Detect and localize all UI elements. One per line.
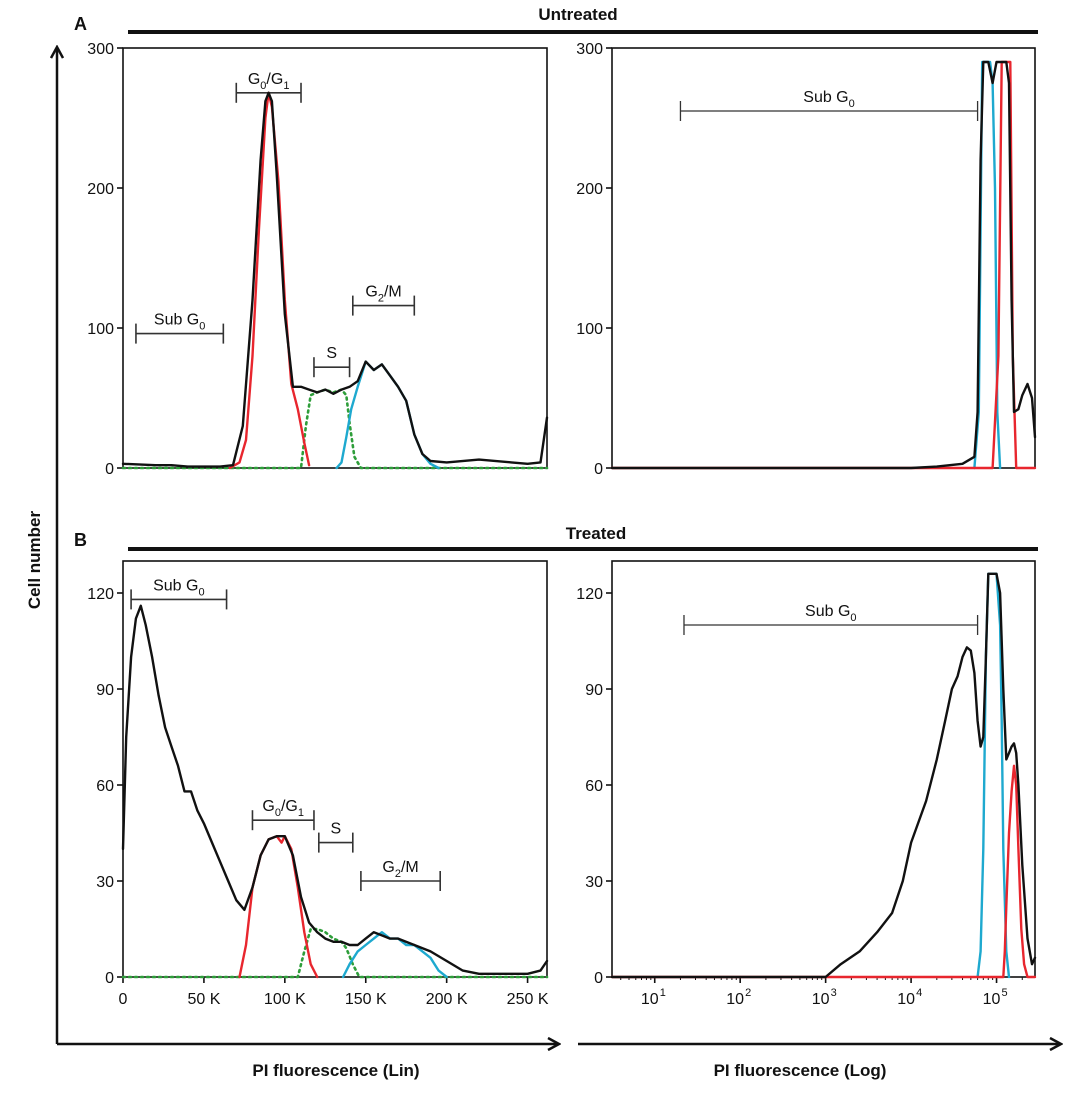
y-tick-label: 300: [87, 41, 114, 58]
gate-label-text: /M: [401, 859, 419, 876]
x-tick-label: 200 K: [426, 991, 468, 1008]
x-tick-label: 10: [983, 991, 1001, 1008]
y-tick-label: 200: [87, 181, 114, 198]
gate-label-subscript: 0: [849, 98, 855, 110]
series-line-g2m: [976, 572, 1011, 979]
gate-label-text: Sub G: [803, 89, 848, 106]
series-line-total: [121, 91, 549, 468]
x-tick-label: 0: [119, 991, 128, 1008]
x-tick-label: 150 K: [345, 991, 387, 1008]
gate-label: Sub G0: [803, 89, 854, 110]
x-tick-label: 10: [641, 991, 659, 1008]
x-tick-label: 250 K: [507, 991, 549, 1008]
gate-label-text: G: [248, 71, 260, 88]
series-line-s: [121, 927, 549, 979]
gate-label-text: Sub G: [153, 577, 198, 594]
gate-label-text: /G: [281, 798, 298, 815]
series-line-total: [610, 60, 1037, 470]
x-axis-lin-label: PI fluorescence (Lin): [252, 1061, 419, 1080]
x-tick-label: 100 K: [264, 991, 306, 1008]
y-tick-label: 30: [585, 874, 603, 891]
gate-label: G0/G1: [248, 71, 290, 92]
gate-label: Sub G0: [153, 577, 204, 598]
y-tick-label: 0: [105, 461, 114, 478]
gate-label-text: S: [326, 345, 337, 362]
gate-label-subscript: 0: [275, 807, 281, 819]
plot-frame: [611, 560, 1036, 978]
gate-label-subscript: 0: [199, 321, 205, 333]
series-line-g2m: [335, 360, 440, 470]
y-tick-label: 30: [96, 874, 114, 891]
gate-label: Sub G0: [154, 312, 205, 333]
y-tick-label: 0: [105, 970, 114, 987]
y-tick-label: 90: [96, 682, 114, 699]
gate-label-subscript: 2: [395, 868, 401, 880]
gate-label-text: G: [382, 859, 394, 876]
series-line-s: [121, 388, 549, 470]
gate-label-text: Sub G: [154, 312, 199, 329]
gate-label: S: [330, 821, 341, 838]
y-tick-label: 200: [576, 181, 603, 198]
x-axis-log-label: PI fluorescence (Log): [714, 1061, 887, 1080]
y-tick-label: 60: [585, 778, 603, 795]
x-tick-label: 10: [812, 991, 830, 1008]
series-line-total: [610, 572, 1037, 979]
gate-label-subscript: 0: [850, 612, 856, 624]
gate-label: G2/M: [382, 859, 418, 880]
row-a-letter: A: [74, 14, 87, 34]
x-tick-exponent: 4: [916, 987, 922, 999]
x-tick-exponent: 5: [1002, 987, 1008, 999]
x-tick-label: 10: [897, 991, 915, 1008]
gate-label-text: G: [365, 284, 377, 301]
y-tick-label: 300: [576, 41, 603, 58]
x-tick-label: 50 K: [187, 991, 220, 1008]
series-line-g0g1: [238, 835, 319, 979]
y-tick-label: 0: [594, 970, 603, 987]
row-a-title: Untreated: [538, 5, 617, 24]
gate-label-text: /G: [266, 71, 283, 88]
y-tick-label: 120: [576, 586, 603, 603]
y-tick-label: 90: [585, 682, 603, 699]
gate-label-subscript: 2: [378, 293, 384, 305]
x-tick-exponent: 2: [745, 987, 751, 999]
row-b-title: Treated: [566, 524, 626, 543]
gate-label-subscript: 1: [283, 80, 289, 92]
gate-label-text: S: [330, 821, 341, 838]
gate-label-text: /M: [384, 284, 402, 301]
y-tick-label: 60: [96, 778, 114, 795]
gate-label-subscript: 0: [198, 586, 204, 598]
y-tick-label: 100: [576, 321, 603, 338]
plot-frame: [122, 47, 548, 469]
gate-label: Sub G0: [805, 603, 856, 624]
y-tick-label: 0: [594, 461, 603, 478]
gate-label-subscript: 0: [260, 80, 266, 92]
y-tick-label: 100: [87, 321, 114, 338]
x-tick-label: 10: [726, 991, 744, 1008]
y-axis-label: Cell number: [25, 511, 44, 610]
series-line-g0g1: [610, 60, 1037, 470]
gate-label: G2/M: [365, 284, 401, 305]
row-b-letter: B: [74, 530, 87, 550]
gate-label-subscript: 1: [298, 807, 304, 819]
plot-frame: [122, 560, 548, 978]
series-line-g0g1: [610, 764, 1037, 979]
x-tick-exponent: 3: [831, 987, 837, 999]
gate-label-text: G: [262, 798, 274, 815]
gate-label-text: Sub G: [805, 603, 850, 620]
series-line-total: [121, 604, 549, 975]
series-line-g0g1: [228, 91, 311, 470]
y-tick-label: 120: [87, 586, 114, 603]
gate-label: S: [326, 345, 337, 362]
x-tick-exponent: 1: [660, 987, 666, 999]
gate-label: G0/G1: [262, 798, 304, 819]
